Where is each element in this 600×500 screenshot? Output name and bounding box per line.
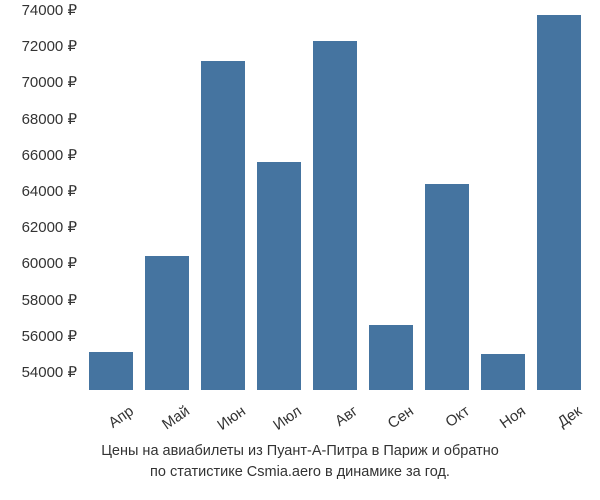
x-tick-label: Окт	[430, 403, 473, 440]
bar	[89, 352, 133, 390]
y-tick-label: 58000 ₽	[22, 291, 77, 309]
x-tick-label: Сен	[374, 403, 417, 440]
y-tick-label: 66000 ₽	[22, 146, 77, 164]
bar	[369, 325, 413, 390]
y-tick-label: 74000 ₽	[22, 1, 77, 19]
bar	[537, 15, 581, 390]
caption-line-1: Цены на авиабилеты из Пуант-А-Питра в Па…	[101, 443, 499, 459]
bar	[425, 184, 469, 390]
x-tick-label: Дек	[542, 403, 585, 440]
x-tick-label: Апр	[94, 403, 137, 440]
y-tick-label: 60000 ₽	[22, 254, 77, 272]
x-tick-label: Июл	[262, 403, 305, 440]
y-axis: 54000 ₽ 56000 ₽ 58000 ₽ 60000 ₽ 62000 ₽ 64000…	[0, 10, 85, 390]
price-chart: 54000 ₽ 56000 ₽ 58000 ₽ 60000 ₽ 62000 ₽ 64000…	[0, 0, 600, 500]
x-axis: АпрМайИюнИюлАвгСенОктНояДек	[85, 395, 590, 435]
bar	[313, 41, 357, 390]
caption-line-2: по статистике Csmia.aero в динамике за г…	[150, 464, 450, 480]
y-tick-label: 70000 ₽	[22, 73, 77, 91]
bar	[481, 354, 525, 390]
x-tick-label: Авг	[318, 403, 361, 440]
bar	[257, 162, 301, 390]
x-tick-label: Май	[150, 403, 193, 440]
y-tick-label: 68000 ₽	[22, 110, 77, 128]
x-tick-label: Ноя	[486, 403, 529, 440]
chart-caption: Цены на авиабилеты из Пуант-А-Питра в Па…	[0, 441, 600, 482]
bar	[145, 256, 189, 390]
x-tick-label: Июн	[206, 403, 249, 440]
y-tick-label: 56000 ₽	[22, 327, 77, 345]
y-tick-label: 62000 ₽	[22, 218, 77, 236]
bar	[201, 61, 245, 390]
y-tick-label: 54000 ₽	[22, 363, 77, 381]
y-tick-label: 64000 ₽	[22, 182, 77, 200]
plot-area	[85, 10, 590, 390]
y-tick-label: 72000 ₽	[22, 37, 77, 55]
